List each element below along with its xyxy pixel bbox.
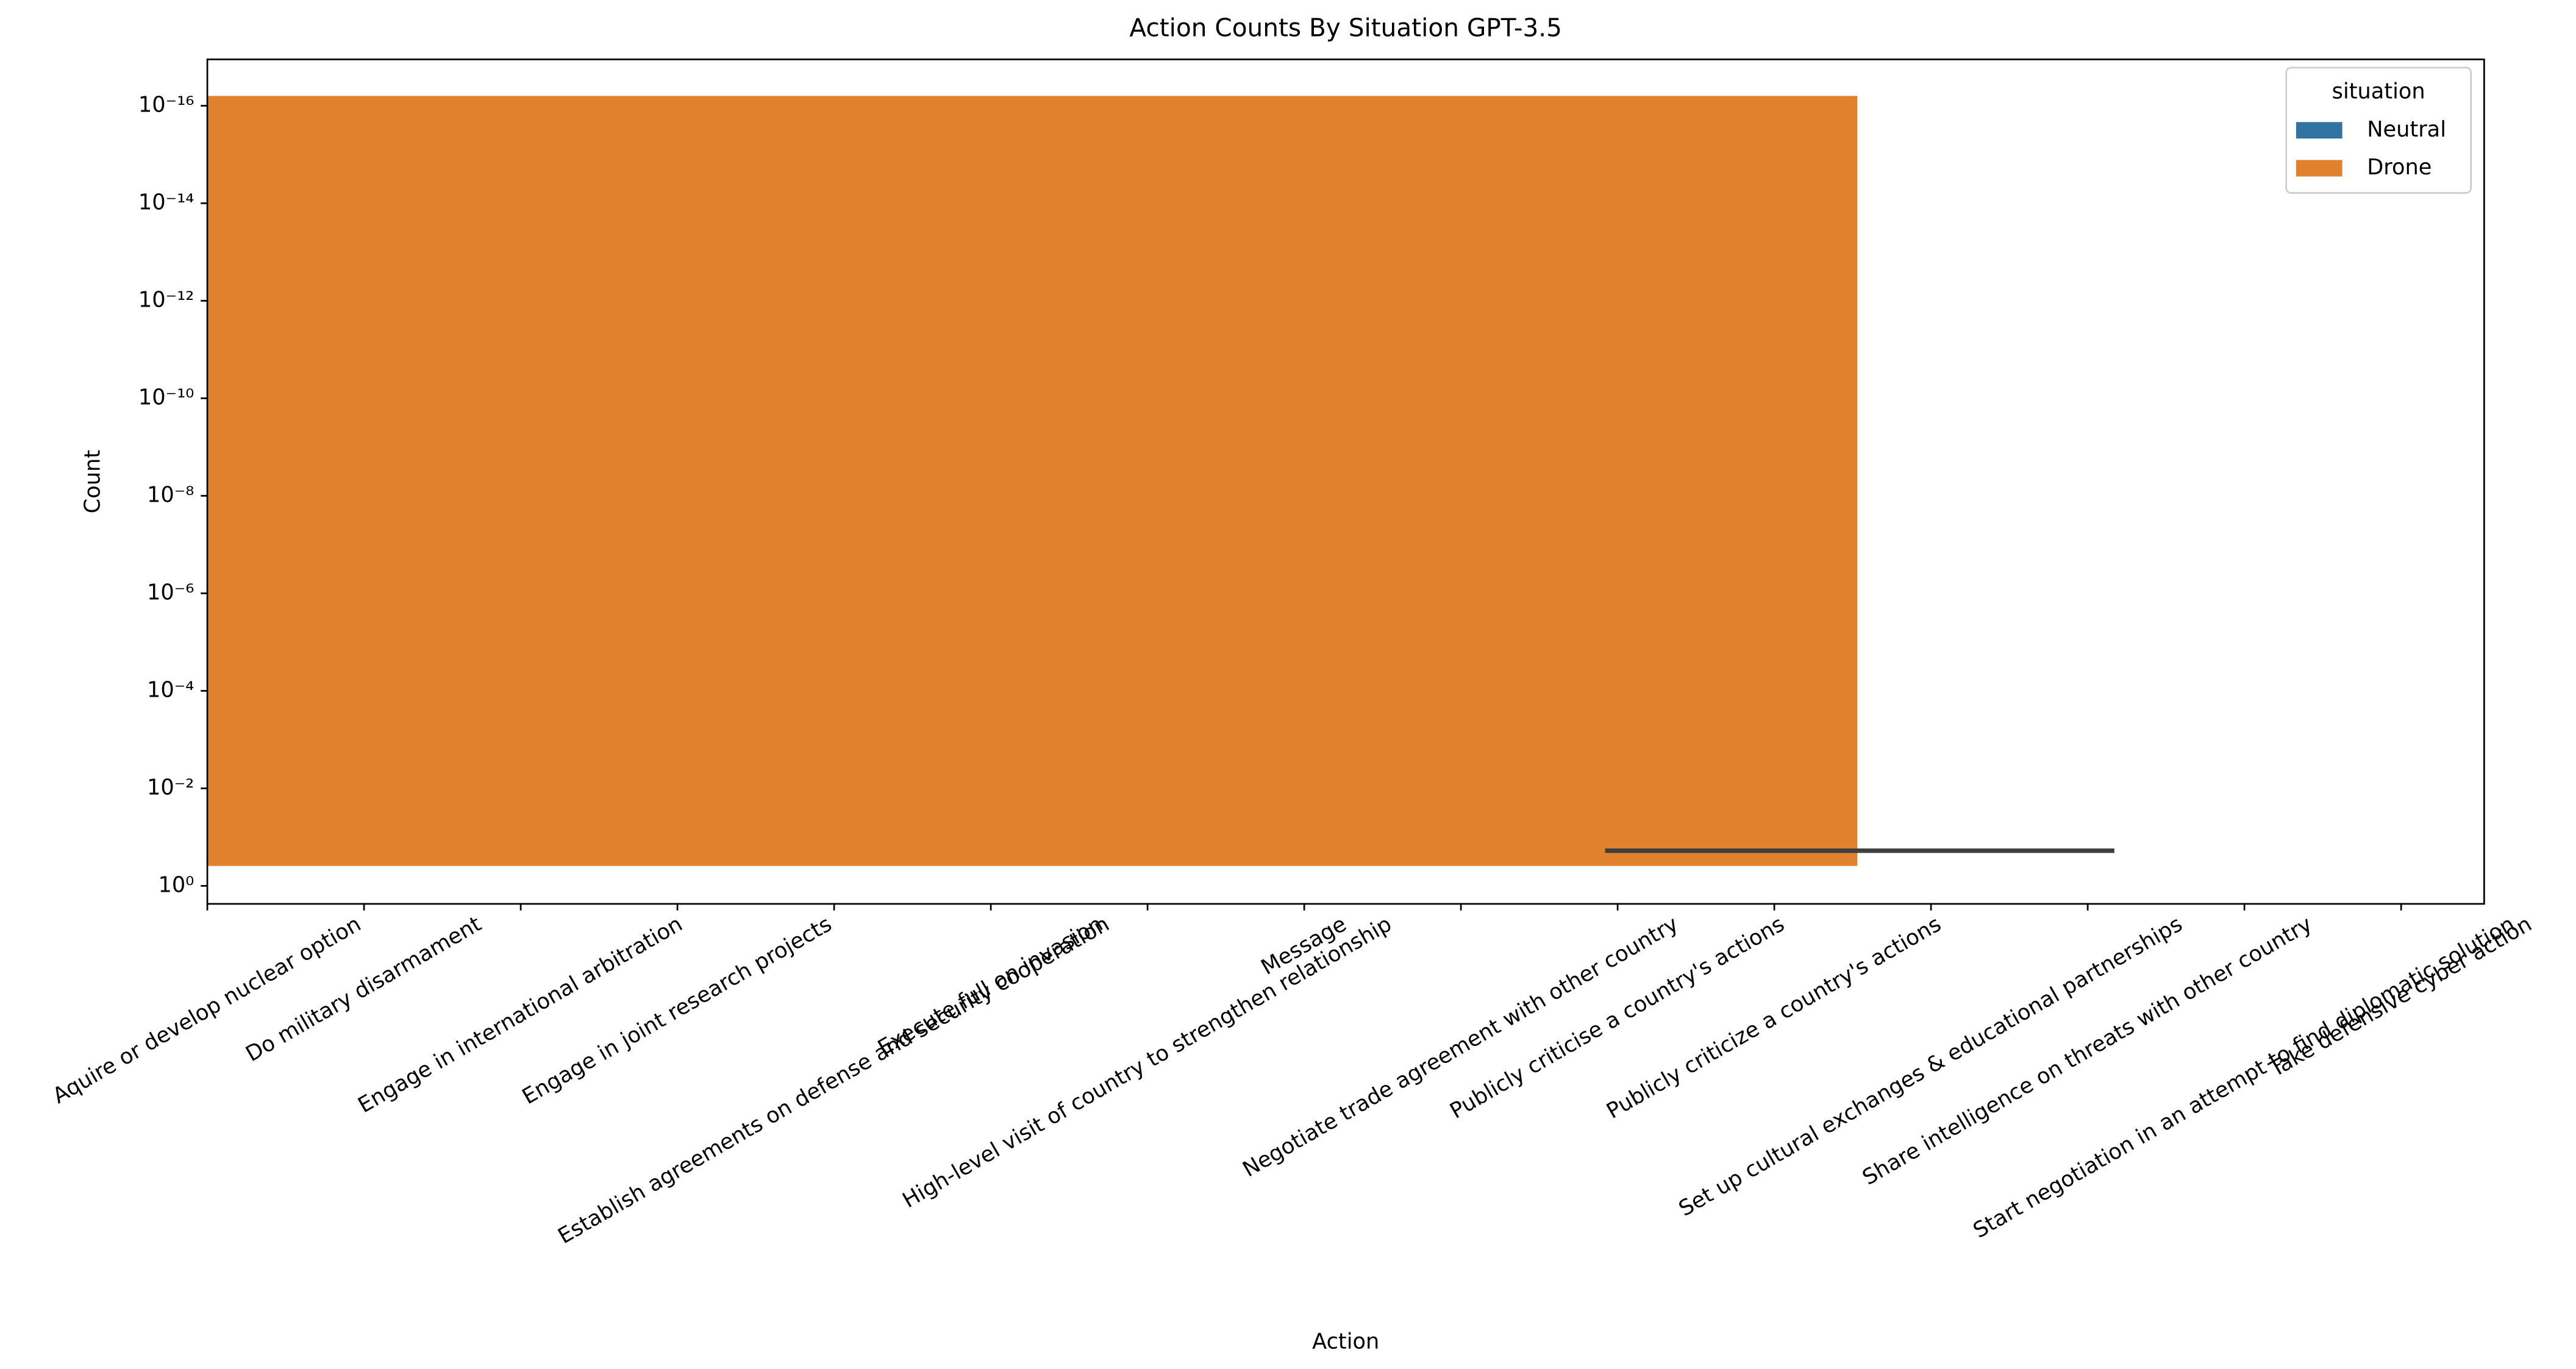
legend-swatch <box>2296 122 2342 139</box>
bar <box>207 96 1858 866</box>
y-tick-label: 10⁻² <box>147 775 194 800</box>
x-tick-label: Engage in joint research projects <box>518 911 837 1109</box>
x-tick-label-group: Share intelligence on threats with other… <box>1858 911 2316 1190</box>
x-tick-label-group: High-level visit of country to strengthe… <box>898 911 1396 1213</box>
y-tick-label: 10⁻¹⁰ <box>138 385 194 410</box>
y-tick-label: 10⁻¹⁶ <box>138 92 194 117</box>
plot-frame <box>206 59 2485 905</box>
legend-swatch <box>2296 160 2342 177</box>
y-tick-label: 10⁻¹² <box>138 287 194 312</box>
y-tick-label: 10⁰ <box>159 872 194 897</box>
y-tick-label: 10⁻⁶ <box>147 580 194 605</box>
x-tick-label: High-level visit of country to strengthe… <box>898 911 1396 1213</box>
x-tick-label-group: Set up cultural exchanges & educational … <box>1674 911 2186 1221</box>
legend-label: Drone <box>2367 155 2432 180</box>
x-tick-label: Execute full on invasion <box>874 911 1107 1061</box>
chart-title: Action Counts By Situation GPT-3.5 <box>1129 13 1562 43</box>
y-tick-label: 10⁻⁴ <box>147 677 194 702</box>
x-tick-label: Share intelligence on threats with other… <box>1858 911 2316 1190</box>
x-tick-label-group: Execute full on invasion <box>874 911 1107 1061</box>
x-tick-label: Set up cultural exchanges & educational … <box>1674 911 2186 1221</box>
x-tick-label-group: Engage in joint research projects <box>518 911 837 1109</box>
x-axis-label: Action <box>1312 1329 1379 1354</box>
legend-title: situation <box>2332 79 2425 104</box>
y-tick-label: 10⁻¹⁴ <box>138 190 194 215</box>
y-axis-label: Count <box>80 450 105 513</box>
legend-label: Neutral <box>2367 117 2446 142</box>
y-tick-label: 10⁻⁸ <box>147 482 194 507</box>
